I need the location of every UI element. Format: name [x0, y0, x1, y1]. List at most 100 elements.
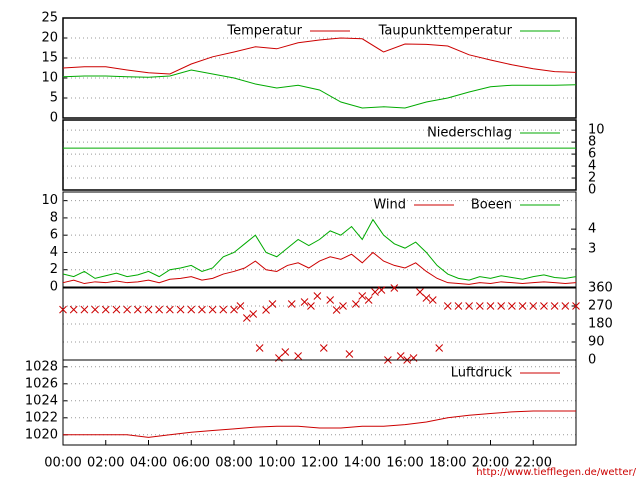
- direction-marker: [187, 305, 196, 314]
- y-tick-label: 10: [41, 71, 58, 86]
- direction-marker: [475, 302, 484, 310]
- y-tick-label: 20: [41, 31, 58, 46]
- direction-marker: [358, 292, 367, 300]
- y2-tick-label: 2: [588, 171, 596, 186]
- direction-marker: [123, 305, 131, 314]
- direction-marker: [313, 292, 322, 300]
- direction-marker: [155, 305, 164, 314]
- x-tick-label: 02:00: [87, 456, 124, 471]
- y2-tick-label: 0: [588, 353, 596, 368]
- legend-label: Wind: [373, 198, 406, 213]
- series-line: [63, 410, 576, 438]
- y-tick-label: 2: [50, 262, 58, 277]
- direction-marker: [454, 302, 463, 310]
- direction-marker: [59, 305, 67, 314]
- y2-tick-label: 90: [588, 335, 605, 350]
- y2-tick-label: 270: [588, 299, 613, 314]
- direction-marker: [572, 302, 580, 310]
- direction-marker: [332, 306, 341, 314]
- direction-marker: [166, 305, 174, 314]
- y-tick-label: 1020: [25, 427, 58, 442]
- direction-marker: [486, 302, 495, 310]
- y-tick-label: 25: [41, 11, 58, 26]
- series-line: [62, 218, 577, 281]
- x-tick-label: 00:00: [44, 456, 81, 471]
- legend-label: Temperatur: [226, 24, 302, 39]
- y-tick-label: 8: [50, 210, 58, 225]
- series-line: [62, 69, 577, 109]
- footer-url: http://www.tiefflegen.de/wetter/: [476, 467, 636, 478]
- y-tick-label: 0: [50, 111, 58, 126]
- y-tick-label: 1028: [25, 359, 58, 374]
- y-tick-label: 1022: [25, 410, 58, 425]
- direction-marker: [390, 284, 399, 292]
- y2-tick-label: 6: [588, 147, 596, 162]
- direction-marker: [561, 302, 570, 310]
- direction-marker: [112, 305, 121, 314]
- x-tick-label: 04:00: [130, 456, 167, 471]
- x-tick-label: 22:00: [515, 456, 552, 471]
- direction-marker: [422, 294, 431, 302]
- direction-marker: [144, 305, 153, 314]
- direction-marker: [345, 350, 354, 358]
- direction-marker: [465, 302, 473, 310]
- x-tick-label: 14:00: [344, 456, 381, 471]
- direction-marker: [540, 302, 548, 310]
- direction-marker: [443, 302, 452, 310]
- legend-label: Boeen: [471, 198, 512, 213]
- x-tick-label: 08:00: [215, 456, 252, 471]
- direction-marker: [219, 305, 228, 314]
- direction-marker: [300, 298, 309, 306]
- direction-marker: [198, 305, 206, 314]
- direction-marker: [339, 302, 347, 310]
- x-tick-label: 16:00: [386, 456, 423, 471]
- y-tick-label: 5: [50, 91, 58, 106]
- y2-tick-label: 8: [588, 135, 596, 150]
- y-tick-label: 15: [41, 51, 58, 66]
- direction-marker: [176, 305, 185, 314]
- direction-marker: [287, 300, 296, 308]
- x-tick-label: 06:00: [173, 456, 210, 471]
- series-line: [62, 37, 577, 75]
- y2-tick-label: 180: [588, 317, 613, 332]
- direction-marker: [351, 300, 360, 308]
- y2-tick-label: 4: [588, 159, 596, 174]
- direction-marker: [80, 305, 89, 314]
- direction-marker: [529, 302, 538, 310]
- panel-frame: [62, 119, 577, 191]
- panel-frame: [62, 359, 577, 446]
- direction-marker: [435, 344, 444, 352]
- direction-marker: [518, 302, 527, 310]
- x-tick-label: 18:00: [429, 456, 466, 471]
- direction-marker: [69, 305, 78, 314]
- y-tick-label: 0: [50, 280, 58, 295]
- direction-marker: [268, 300, 277, 308]
- y-tick-label: 1024: [25, 393, 58, 408]
- direction-marker: [208, 305, 217, 314]
- direction-marker: [230, 305, 238, 314]
- legend-label: Taupunkttemperatur: [378, 24, 513, 39]
- direction-marker: [428, 296, 437, 304]
- legend-label: Luftdruck: [451, 366, 513, 381]
- y2-tick-label: 360: [588, 281, 613, 296]
- y-tick-label: 10: [41, 193, 58, 208]
- y2-tick-label: 10: [588, 123, 605, 138]
- direction-marker: [249, 310, 258, 318]
- x-tick-label: 20:00: [472, 456, 509, 471]
- direction-marker: [508, 302, 516, 310]
- direction-marker: [236, 302, 245, 310]
- series-line: [62, 251, 577, 285]
- direction-marker: [416, 288, 424, 296]
- direction-marker: [377, 286, 386, 294]
- direction-marker: [242, 314, 251, 322]
- direction-marker: [255, 344, 264, 352]
- direction-marker: [550, 302, 559, 310]
- direction-marker: [101, 305, 110, 314]
- direction-marker: [396, 352, 405, 360]
- direction-marker: [262, 306, 270, 314]
- panel-frame: [62, 191, 577, 288]
- y-tick-label: 6: [50, 228, 58, 243]
- direction-marker: [91, 305, 99, 314]
- direction-marker: [133, 305, 142, 314]
